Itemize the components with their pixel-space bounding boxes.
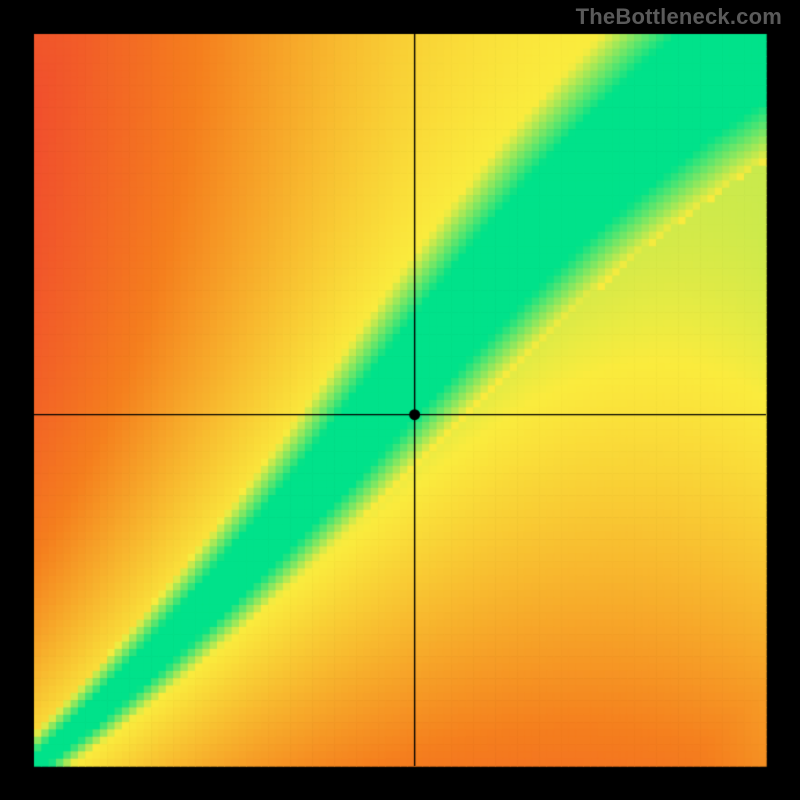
chart-container: TheBottleneck.com [0,0,800,800]
watermark-text: TheBottleneck.com [576,4,782,30]
heatmap-canvas [0,0,800,800]
